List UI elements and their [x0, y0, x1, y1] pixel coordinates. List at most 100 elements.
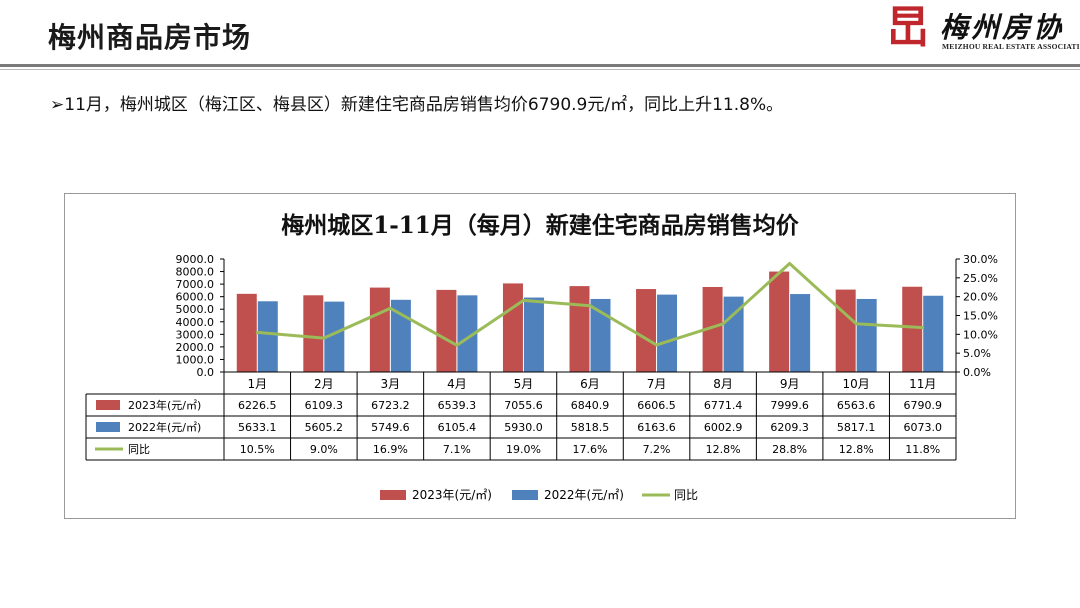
table-cell-value: 17.6%: [573, 443, 608, 456]
logo-english-name: MEIZHOU REAL ESTATE ASSOCIATION: [942, 42, 1080, 51]
yoy-point: [322, 336, 326, 340]
table-legend-key: [96, 422, 120, 432]
logo-mark-icon: 旵: [886, 2, 930, 53]
bar-2023: [769, 271, 790, 372]
table-row-header: 2023年(元/㎡): [128, 398, 201, 412]
bar-2022: [324, 301, 345, 372]
bar-2023: [502, 283, 523, 372]
bar-2022: [790, 294, 811, 372]
right-axis-tick-label: 30.0%: [963, 253, 998, 266]
bar-2023: [236, 293, 257, 372]
table-cell-value: 6790.9: [903, 399, 942, 412]
table-cell-value: 5817.1: [837, 421, 876, 434]
yoy-point: [788, 262, 792, 266]
table-cell-value: 5605.2: [305, 421, 344, 434]
x-axis-category-label: 10月: [843, 377, 870, 391]
table-cell-value: 6163.6: [637, 421, 676, 434]
right-axis-tick-label: 5.0%: [963, 347, 991, 360]
legend-label: 2023年(元/㎡): [412, 488, 492, 502]
yoy-point: [854, 322, 858, 326]
table-cell-value: 7999.6: [770, 399, 809, 412]
table-cell-value: 19.0%: [506, 443, 541, 456]
bullet-arrow-icon: ➢: [50, 95, 65, 115]
table-cell-value: 6840.9: [571, 399, 610, 412]
left-axis-tick-label: 8000.0: [176, 266, 215, 279]
yoy-point: [655, 343, 659, 347]
table-cell-value: 6226.5: [238, 399, 277, 412]
header-divider: [0, 64, 1080, 67]
table-cell-value: 6539.3: [438, 399, 477, 412]
x-axis-category-label: 6月: [580, 377, 600, 391]
table-row-header: 同比: [128, 443, 150, 456]
bar-2023: [569, 286, 590, 372]
x-axis-category-label: 5月: [514, 377, 534, 391]
left-axis-tick-label: 7000.0: [176, 278, 215, 291]
bar-2023: [902, 286, 923, 372]
yoy-point: [588, 304, 592, 308]
table-cell-value: 5818.5: [571, 421, 610, 434]
x-axis-category-label: 1月: [247, 377, 267, 391]
bar-2022: [723, 296, 744, 372]
yoy-point: [921, 326, 925, 330]
left-axis-tick-label: 0.0: [197, 366, 215, 379]
left-axis-tick-label: 5000.0: [176, 303, 215, 316]
legend-swatch: [380, 490, 406, 500]
table-cell-value: 7.1%: [443, 443, 471, 456]
table-cell-value: 12.8%: [706, 443, 741, 456]
logo-chinese-name: 梅州房协: [940, 11, 1065, 44]
left-axis-tick-label: 4000.0: [176, 316, 215, 329]
yoy-point: [388, 306, 392, 310]
chart-title: 梅州城区1-11月（每月）新建住宅商品房销售均价: [281, 212, 799, 239]
table-cell-value: 12.8%: [839, 443, 874, 456]
table-row-header: 2022年(元/㎡): [128, 420, 201, 434]
table-cell-value: 5633.1: [238, 421, 277, 434]
x-axis-category-label: 8月: [713, 377, 733, 391]
bar-2023: [369, 287, 390, 372]
bar-2023: [436, 289, 457, 372]
yoy-point: [521, 298, 525, 302]
left-axis-tick-label: 9000.0: [176, 253, 215, 266]
table-cell-value: 6073.0: [903, 421, 942, 434]
x-axis-category-label: 4月: [447, 377, 467, 391]
table-cell-value: 16.9%: [373, 443, 408, 456]
yoy-point: [255, 330, 259, 334]
x-axis-category-label: 9月: [780, 377, 800, 391]
bar-2022: [257, 301, 278, 372]
right-axis-tick-label: 25.0%: [963, 272, 998, 285]
summary-line: ➢11月，梅州城区（梅江区、梅县区）新建住宅商品房销售均价6790.9元/㎡，同…: [50, 90, 783, 115]
legend-label: 2022年(元/㎡): [544, 488, 624, 502]
table-cell-value: 5930.0: [504, 421, 543, 434]
table-cell-value: 28.8%: [772, 443, 807, 456]
bar-2023: [835, 289, 856, 372]
association-logo: 旵 梅州房协 MEIZHOU REAL ESTATE ASSOCIATION: [880, 4, 1080, 54]
left-axis-tick-label: 1000.0: [176, 353, 215, 366]
yoy-point: [721, 322, 725, 326]
x-axis-category-label: 11月: [909, 377, 936, 391]
right-axis-tick-label: 0.0%: [963, 366, 991, 379]
table-cell-value: 7.2%: [643, 443, 671, 456]
bar-2022: [657, 294, 678, 372]
x-axis-category-label: 2月: [314, 377, 334, 391]
left-axis-tick-label: 3000.0: [176, 328, 215, 341]
table-cell-value: 6563.6: [837, 399, 876, 412]
table-cell-value: 6606.5: [637, 399, 676, 412]
bar-2022: [856, 298, 877, 372]
table-cell-value: 6723.2: [371, 399, 410, 412]
table-cell-value: 6105.4: [438, 421, 477, 434]
bar-2022: [590, 298, 611, 372]
table-cell-value: 6771.4: [704, 399, 743, 412]
right-axis-tick-label: 15.0%: [963, 310, 998, 323]
table-cell-value: 6209.3: [770, 421, 809, 434]
right-axis-tick-label: 20.0%: [963, 291, 998, 304]
summary-text: 11月，梅州城区（梅江区、梅县区）新建住宅商品房销售均价6790.9元/㎡，同比…: [64, 95, 784, 115]
left-axis-tick-label: 6000.0: [176, 291, 215, 304]
bar-2022: [923, 295, 944, 372]
table-cell-value: 9.0%: [310, 443, 338, 456]
table-cell-value: 10.5%: [240, 443, 275, 456]
bar-2023: [636, 289, 657, 372]
legend-label: 同比: [674, 488, 698, 502]
page-title: 梅州商品房市场: [48, 21, 252, 54]
right-axis-tick-label: 10.0%: [963, 328, 998, 341]
bar-2022: [523, 297, 544, 372]
table-legend-key: [96, 400, 120, 410]
